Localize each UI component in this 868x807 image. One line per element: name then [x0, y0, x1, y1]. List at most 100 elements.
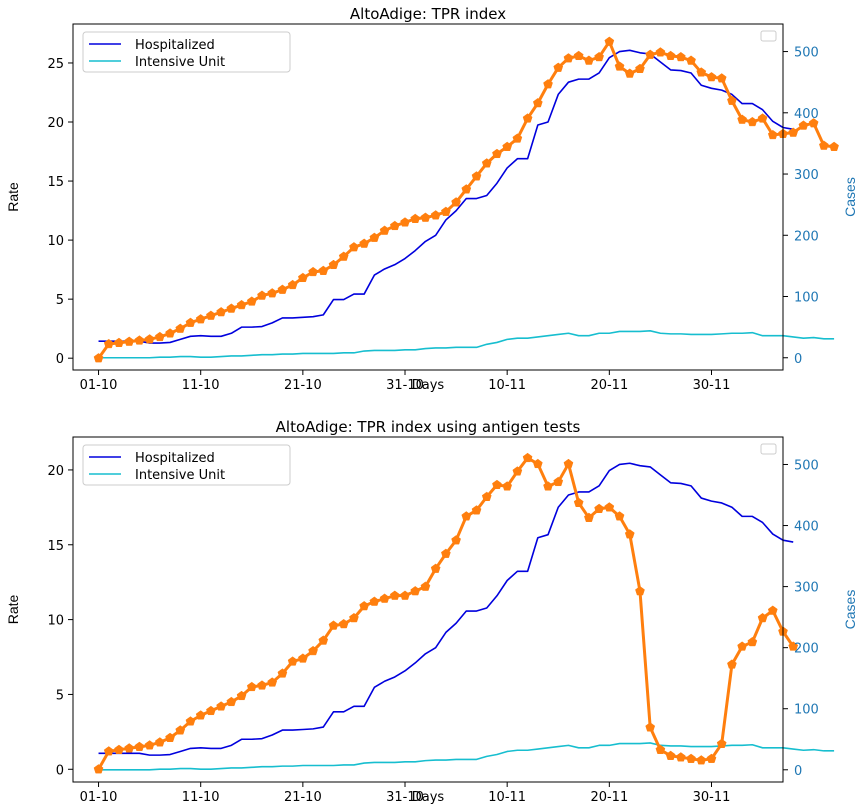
data-point [216, 307, 226, 317]
series-line-hospitalized [98, 462, 794, 756]
data-point [308, 266, 318, 277]
data-point [430, 563, 441, 573]
data-point [553, 62, 564, 72]
data-point [696, 67, 707, 77]
data-point [226, 696, 237, 707]
data-point [645, 722, 656, 732]
x-tick-label: 11-10 [182, 378, 220, 393]
data-point [706, 72, 717, 82]
data-point [359, 238, 370, 248]
data-point [359, 601, 370, 611]
data-point [277, 284, 288, 294]
data-point [124, 336, 135, 346]
legend-box-empty [760, 443, 777, 455]
data-point [144, 740, 155, 750]
y-axis-label-left: Rate [5, 595, 21, 625]
y-left-tick-label: 10 [47, 614, 64, 629]
legend-label: Hospitalized [135, 38, 215, 53]
y-left-tick-label: 15 [47, 539, 64, 554]
data-point [624, 529, 635, 539]
data-point [114, 744, 124, 754]
data-point [206, 310, 216, 320]
data-point [328, 259, 339, 270]
data-point [502, 141, 513, 151]
data-point [706, 753, 717, 763]
y-left-tick-label: 5 [56, 688, 64, 703]
data-point [451, 197, 461, 207]
data-point [747, 116, 758, 127]
x-axis-label: Days [412, 378, 445, 393]
data-point [492, 479, 502, 490]
y-right-tick-label: 500 [794, 46, 819, 61]
data-point [441, 548, 451, 558]
data-point [788, 127, 799, 137]
data-point [563, 458, 574, 469]
y-right-tick-label: 200 [794, 229, 819, 244]
data-point [236, 299, 247, 310]
chart-tpr-index-antigen: AltoAdige: TPR index using antigen tests… [5, 418, 858, 805]
data-point [257, 680, 267, 690]
chart-title: AltoAdige: TPR index [350, 5, 506, 23]
data-point [206, 705, 216, 716]
data-point [747, 636, 758, 647]
data-point [543, 481, 553, 491]
y-left-tick-label: 20 [47, 464, 64, 479]
y-left-tick-label: 0 [56, 352, 64, 367]
data-point [584, 512, 594, 522]
data-point [461, 184, 472, 194]
data-point [522, 452, 533, 463]
data-point [686, 753, 696, 763]
data-point [103, 746, 114, 756]
x-tick-label: 10-11 [488, 790, 526, 805]
data-point [727, 95, 737, 105]
chart-tpr-index: AltoAdige: TPR index 01-10 11-10 21-10 31-10… [5, 5, 858, 393]
data-point [257, 290, 267, 300]
data-point [165, 328, 175, 338]
data-point [328, 620, 339, 630]
data-point [308, 645, 318, 656]
data-point [400, 590, 410, 600]
data-point [195, 710, 206, 720]
data-point [154, 737, 165, 747]
data-point [246, 681, 257, 692]
x-tick-label: 20-11 [590, 378, 628, 393]
data-point [665, 50, 676, 61]
data-point [349, 242, 359, 252]
data-point [584, 55, 594, 65]
data-point [522, 113, 533, 123]
series-group [93, 36, 839, 363]
data-point [349, 613, 359, 623]
y-right-tick-label: 300 [794, 168, 819, 183]
data-point [686, 55, 696, 65]
x-tick-label: 31-10 [386, 790, 424, 805]
data-point [216, 701, 226, 711]
plot-frame [72, 436, 784, 783]
data-point [267, 288, 278, 298]
data-point [798, 120, 809, 130]
data-point [543, 79, 553, 89]
y-axis-label-left: Rate [5, 182, 21, 212]
data-point [737, 641, 747, 651]
data-point [573, 497, 584, 507]
data-point [134, 741, 145, 751]
legend-label: Intensive Unit [135, 468, 225, 483]
data-point [287, 656, 298, 666]
data-point [767, 129, 778, 140]
data-point [635, 63, 645, 74]
data-point [379, 593, 390, 603]
data-point [226, 303, 237, 313]
data-point [655, 744, 666, 754]
data-point [297, 272, 308, 283]
data-point [318, 265, 329, 275]
data-point [165, 732, 175, 742]
data-point [675, 51, 686, 62]
data-point [430, 210, 441, 220]
data-point [195, 314, 206, 324]
data-point [604, 502, 615, 512]
data-point [716, 738, 727, 748]
data-point [389, 220, 400, 231]
data-point [594, 51, 604, 62]
legend-label: Intensive Unit [135, 55, 225, 70]
data-point [420, 212, 431, 222]
data-point [512, 133, 523, 143]
